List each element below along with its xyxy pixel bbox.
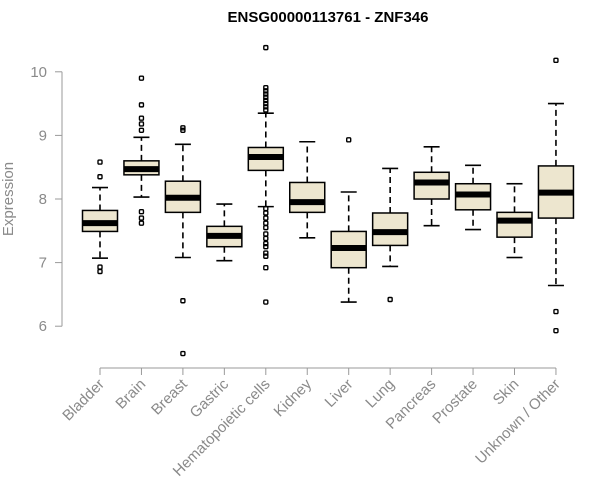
iqr-box xyxy=(496,211,533,238)
outlier-point xyxy=(263,220,269,226)
box-brain xyxy=(123,75,160,226)
x-tick-label: Liver xyxy=(322,376,357,411)
outlier-point xyxy=(97,264,103,270)
outlier-point xyxy=(263,253,269,259)
box-liver xyxy=(330,137,367,303)
outlier-point xyxy=(263,231,269,237)
x-tick-label: Brain xyxy=(112,376,149,413)
x-tick-label: Breast xyxy=(148,375,191,418)
outlier-point xyxy=(138,121,145,127)
outlier-point xyxy=(138,102,145,108)
outlier-point xyxy=(263,205,269,212)
x-tick-label: Bladder xyxy=(59,376,108,425)
outlier-point xyxy=(263,264,269,271)
outlier-point xyxy=(97,174,103,180)
outlier-point xyxy=(263,100,269,107)
outlier-point xyxy=(263,97,269,104)
iqr-box xyxy=(413,171,450,200)
box-skin xyxy=(496,182,533,259)
outlier-point xyxy=(553,308,559,315)
box-hematopoietic-cells xyxy=(247,44,285,305)
outlier-point xyxy=(263,250,269,256)
box-unknown-other xyxy=(537,57,575,334)
box-bladder xyxy=(81,159,119,275)
y-tick-label: 7 xyxy=(39,255,47,272)
box-gastric xyxy=(206,203,243,262)
chart-title: ENSG00000113761 - ZNF346 xyxy=(228,9,429,26)
outlier-point xyxy=(553,327,559,334)
y-tick-label: 6 xyxy=(39,318,47,335)
x-tick-label: Skin xyxy=(490,376,523,409)
y-tick-label: 9 xyxy=(39,127,47,144)
iqr-box xyxy=(289,181,326,214)
y-axis: 6 7 8 9 10 xyxy=(30,64,63,335)
outlier-point xyxy=(263,224,269,231)
y-axis-title: Expression xyxy=(0,162,17,236)
outlier-point xyxy=(387,296,393,303)
outlier-point xyxy=(553,57,559,64)
outlier-point xyxy=(180,350,186,357)
outlier-point xyxy=(180,125,186,131)
outlier-point xyxy=(263,107,269,113)
box-kidney xyxy=(289,140,326,239)
outlier-point xyxy=(263,104,269,110)
outlier-point xyxy=(263,235,269,242)
box-prostate xyxy=(454,164,492,231)
outlier-point xyxy=(180,298,186,304)
outlier-point xyxy=(263,88,269,94)
x-tick-label: Lung xyxy=(362,376,398,412)
outlier-point xyxy=(138,209,145,215)
outlier-point xyxy=(180,127,186,134)
outlier-point xyxy=(346,137,352,143)
outlier-point xyxy=(138,127,145,134)
y-tick-label: 8 xyxy=(39,191,47,208)
outlier-point xyxy=(138,115,145,121)
y-tick-label: 10 xyxy=(30,64,47,81)
boxplot-series xyxy=(81,44,575,357)
outlier-point xyxy=(138,75,145,81)
outlier-point xyxy=(263,243,269,250)
outlier-point xyxy=(263,94,269,100)
outlier-point xyxy=(263,91,269,97)
box-lung xyxy=(371,167,409,303)
outlier-point xyxy=(138,215,145,221)
outlier-point xyxy=(263,44,269,51)
x-tick-label: Prostate xyxy=(429,376,481,428)
x-tick-label: Kidney xyxy=(271,375,316,420)
box-breast xyxy=(164,125,202,357)
outlier-point xyxy=(97,159,103,165)
outlier-point xyxy=(97,268,103,275)
outlier-point xyxy=(263,210,269,216)
outlier-point xyxy=(263,299,269,305)
outlier-point xyxy=(263,240,269,247)
outlier-point xyxy=(263,215,269,221)
outlier-point xyxy=(138,220,145,226)
outlier-point xyxy=(263,84,269,91)
box-pancreas xyxy=(413,146,450,227)
